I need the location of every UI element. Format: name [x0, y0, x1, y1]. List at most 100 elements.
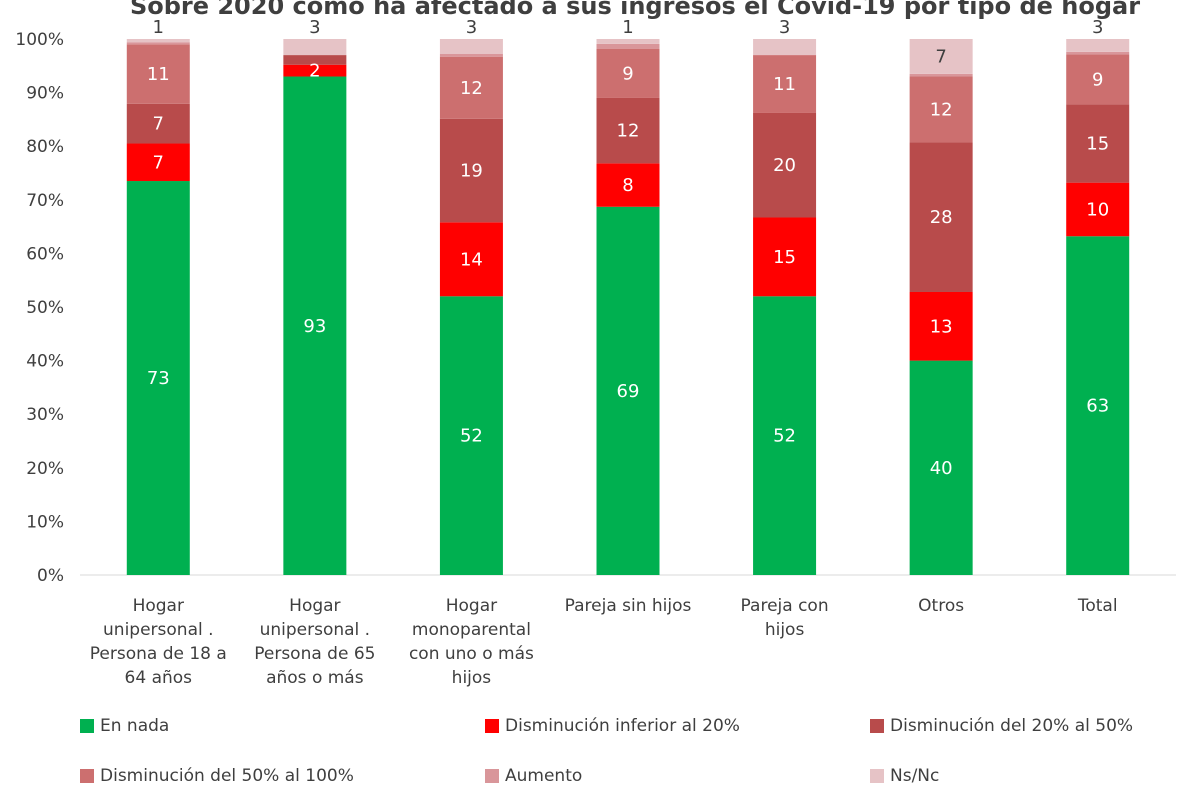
bar-segment	[126, 44, 190, 104]
data-label: 7	[153, 114, 164, 135]
data-label: 11	[147, 64, 170, 85]
y-tick-label: 30%	[26, 405, 64, 425]
bar-segment	[909, 73, 973, 77]
data-label: 3	[1092, 17, 1103, 38]
bar-segment	[439, 56, 503, 119]
x-category-label: Hogar monoparental con uno o más hijos	[409, 596, 534, 688]
legend-swatch	[870, 769, 884, 783]
bar-segment	[1066, 104, 1130, 183]
data-label: 9	[622, 63, 633, 84]
data-label: 1	[622, 17, 633, 38]
bar-labels: 7377111932352141912369812915215201134013…	[147, 17, 1109, 479]
legend-item: Aumento	[485, 766, 582, 786]
y-axis-ticks: 0% 10% 20% 30% 40% 50% 60% 70% 80% 90% 100%	[15, 30, 64, 586]
x-category-label: Pareja con hijos	[741, 596, 829, 640]
legend-swatch	[80, 719, 94, 733]
y-tick-label: 70%	[26, 191, 64, 211]
data-label: 15	[1086, 134, 1109, 155]
bar-segment	[126, 39, 190, 43]
bar-segment	[439, 222, 503, 297]
data-label: 1	[153, 17, 164, 38]
bar-segment	[753, 217, 817, 297]
y-tick-label: 40%	[26, 352, 64, 372]
y-tick-label: 50%	[26, 298, 64, 318]
legend-label: En nada	[100, 716, 170, 736]
bar-segment	[126, 42, 190, 45]
bar-segment	[909, 360, 973, 575]
legend-swatch	[485, 719, 499, 733]
bar-segment	[909, 142, 973, 292]
bar-segment	[126, 103, 190, 144]
data-label: 13	[930, 316, 953, 337]
legend-label: Disminución del 50% al 100%	[100, 766, 354, 786]
legend-swatch	[485, 769, 499, 783]
data-label: 28	[930, 207, 953, 228]
chart-title: Sobre 2020 cómo ha afectado a sus ingres…	[130, 0, 1140, 20]
bar-segment	[596, 163, 660, 207]
x-axis-labels: Hogar unipersonal . Persona de 18 a 64 años…	[90, 596, 1118, 688]
data-label: 7	[153, 152, 164, 173]
legend-label: Aumento	[505, 766, 583, 786]
legend-item: Disminución inferior al 20%	[485, 716, 740, 736]
y-tick-label: 90%	[26, 84, 64, 104]
legend-label: Disminución del 20% al 50%	[890, 716, 1134, 736]
legend-swatch	[80, 769, 94, 783]
legend-item: En nada	[80, 716, 169, 736]
y-tick-label: 60%	[26, 244, 64, 264]
data-label: 8	[622, 175, 633, 196]
data-label: 15	[773, 247, 796, 268]
data-label: 12	[930, 99, 953, 120]
y-tick-label: 10%	[26, 512, 64, 532]
bar-segment	[1066, 54, 1130, 105]
data-label: 73	[147, 368, 170, 389]
x-category-label: Otros	[918, 596, 964, 616]
legend-swatch	[870, 719, 884, 733]
y-tick-label: 0%	[37, 566, 64, 586]
bar-segment	[439, 118, 503, 223]
bar-segment	[753, 112, 817, 218]
data-label: 7	[935, 46, 946, 67]
bar-segment	[596, 97, 660, 164]
bar-segment	[909, 39, 973, 74]
x-category-label: Pareja sin hijos	[565, 596, 692, 616]
x-category-label: Hogar unipersonal . Persona de 65 años o má…	[254, 596, 375, 688]
data-label: 9	[1092, 69, 1103, 90]
x-category-label: Hogar unipersonal . Persona de 18 a 64 años	[90, 596, 227, 688]
data-label: 3	[309, 17, 320, 38]
data-label: 40	[930, 458, 953, 479]
bar-segment	[126, 143, 190, 182]
data-label: 10	[1086, 199, 1109, 220]
y-tick-label: 20%	[26, 459, 64, 479]
bar-segment	[1066, 182, 1130, 237]
bar-segment	[909, 291, 973, 361]
data-label: 2	[309, 61, 320, 82]
legend-item: Disminución del 20% al 50%	[870, 716, 1133, 736]
bar-segment	[439, 39, 503, 55]
data-label: 3	[466, 17, 477, 38]
data-label: 52	[773, 426, 796, 447]
bars	[126, 39, 1130, 576]
bar-segment	[439, 296, 503, 575]
bar-segment	[283, 39, 347, 56]
data-label: 3	[779, 17, 790, 38]
bar-segment	[1066, 39, 1130, 52]
bar-segment	[596, 48, 660, 98]
data-label: 19	[460, 161, 483, 182]
bar-segment	[753, 39, 817, 56]
bar-segment	[1066, 236, 1130, 576]
legend-item: Ns/Nc	[870, 766, 939, 786]
bar-segment	[753, 296, 817, 575]
bar-segment	[283, 64, 347, 77]
y-tick-label: 80%	[26, 137, 64, 157]
x-category-label: Total	[1077, 596, 1118, 616]
legend-label: Ns/Nc	[890, 766, 940, 786]
bar-segment	[126, 181, 190, 576]
bar-segment	[439, 54, 503, 57]
data-label: 12	[460, 78, 483, 99]
data-label: 93	[303, 316, 326, 337]
legend-label: Disminución inferior al 20%	[505, 716, 740, 736]
data-label: 20	[773, 155, 796, 176]
legend-item: Disminución del 50% al 100%	[80, 766, 354, 786]
bar-segment	[596, 206, 660, 575]
